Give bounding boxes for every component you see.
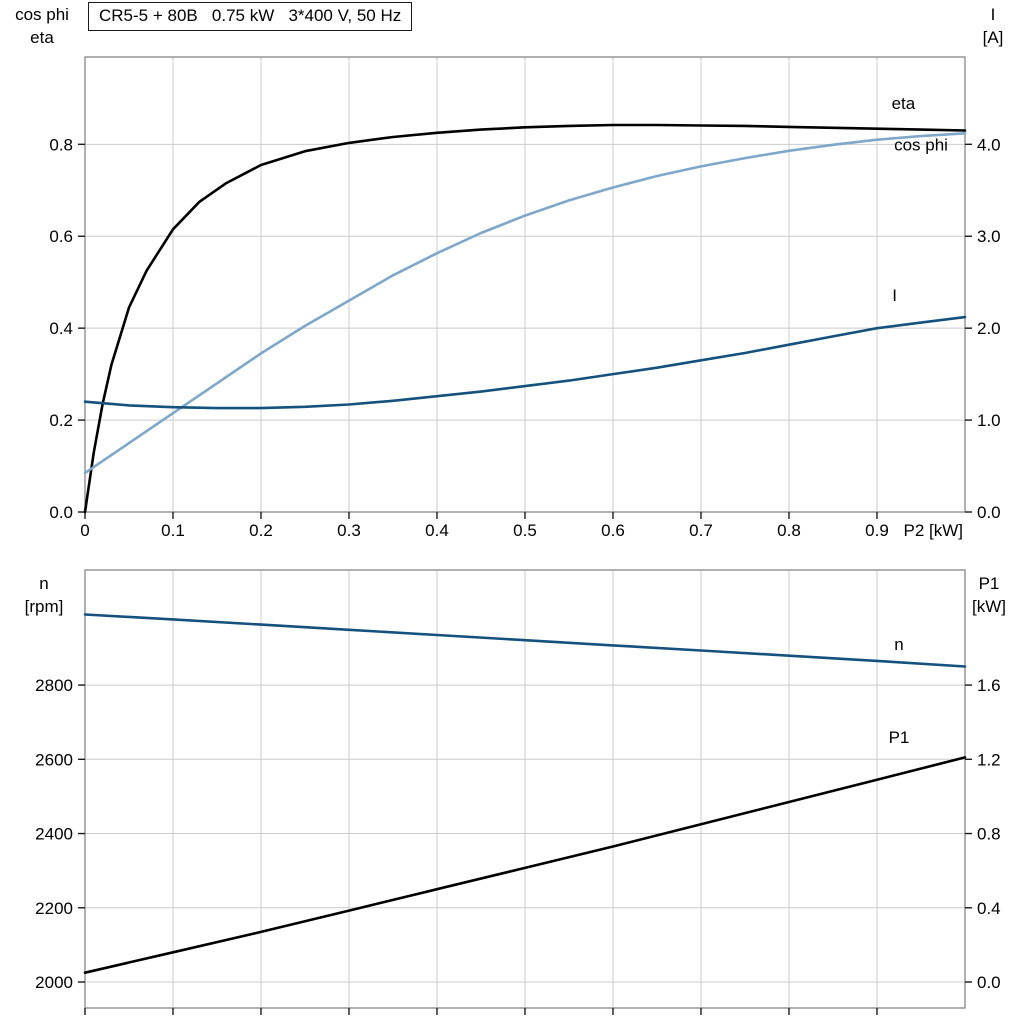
right-axis-title-line1: I: [990, 5, 996, 24]
right-axis-tick-label: 1.6: [977, 676, 1001, 695]
power-axis-title-line2: [kW]: [972, 597, 1006, 616]
left-axis-tick-label: 2800: [35, 676, 73, 695]
right-axis-tick-label: 0.8: [977, 825, 1001, 844]
right-axis-tick-label: 1.0: [977, 411, 1001, 430]
curve-n: [83, 613, 967, 668]
curve-I: [83, 315, 967, 410]
bottom-right-axis-title: P1 [kW]: [960, 572, 1018, 618]
x-axis-tick-label: 0.2: [249, 521, 273, 540]
left-axis-tick-label: 0.0: [49, 503, 73, 522]
power-axis-title-line1: P1: [978, 574, 1000, 593]
x-axis-tick-label: 0: [80, 521, 89, 540]
left-axis-tick-label: 0.6: [49, 227, 73, 246]
top-right-axis-title: I [A]: [970, 3, 1016, 49]
bottom-chart-canvas: 2000 2200 2400 2600 2800 0.0 0.4 0.8 1.2 1.6 n P1: [35, 569, 1001, 1015]
right-axis-tick-label: 0.4: [977, 899, 1001, 918]
right-axis-title-line2: [A]: [982, 28, 1004, 47]
left-axis-tick-label: 2000: [35, 973, 73, 992]
curve-label-cos-phi: cos phi: [894, 135, 948, 154]
curve-label-eta: eta: [892, 94, 916, 113]
bottom-chart-section: n [rpm] P1 [kW] 2000 2200 2400 2600 2800 0.0 0…: [0, 560, 1024, 1024]
right-axis-tick-label: 0.0: [977, 503, 1001, 522]
left-axis-tick-label: 0.4: [49, 319, 73, 338]
curve-P1: [83, 756, 967, 975]
left-axis-tick-label: 0.2: [49, 411, 73, 430]
x-axis-tick-label: 0.5: [513, 521, 537, 540]
left-axis-tick-label: 2400: [35, 825, 73, 844]
curve-label-n: n: [894, 635, 903, 654]
left-axis-title-line1: cos phi: [15, 5, 69, 24]
x-axis-tick-label: 0.4: [425, 521, 449, 540]
curve-cos-phi: [83, 132, 967, 475]
right-axis-tick-label: 2.0: [977, 319, 1001, 338]
curve-label-P1: P1: [889, 728, 910, 747]
left-axis-tick-label: 2600: [35, 750, 73, 769]
top-chart-canvas: 0.0 0.2 0.4 0.6 0.8 0.0 1.0 2.0 3.0 4.0 0 0.1 0.2 0.3…: [49, 56, 1001, 540]
left-axis-title-line2: eta: [30, 28, 54, 47]
curve-label-I: I: [892, 286, 897, 305]
right-axis-tick-label: 3.0: [977, 227, 1001, 246]
x-axis-tick-label: 0.3: [337, 521, 361, 540]
left-axis-tick-label: 0.8: [49, 135, 73, 154]
speed-axis-title-line2: [rpm]: [24, 597, 64, 616]
x-axis-tick-label: 0.8: [777, 521, 801, 540]
x-axis-tick-label: 0.7: [689, 521, 713, 540]
left-axis-tick-label: 2200: [35, 899, 73, 918]
chart-title-box: CR5-5 + 80B 0.75 kW 3*400 V, 50 Hz: [88, 2, 413, 31]
top-chart-section: cos phi eta CR5-5 + 80B 0.75 kW 3*400 V,…: [6, 2, 1016, 540]
x-axis-label: P2 [kW]: [903, 521, 963, 540]
curve-eta: [83, 123, 967, 514]
x-axis-tick-label: 0.6: [601, 521, 625, 540]
right-axis-tick-label: 0.0: [977, 973, 1001, 992]
right-axis-tick-label: 1.2: [977, 750, 1001, 769]
x-axis-tick-label: 0.1: [161, 521, 185, 540]
x-axis-tick-label: 0.9: [865, 521, 889, 540]
bottom-left-axis-title: n [rpm]: [4, 572, 84, 618]
top-left-axis-title: cos phi eta: [6, 3, 78, 49]
right-axis-tick-label: 4.0: [977, 135, 1001, 154]
speed-axis-title-line1: n: [39, 574, 49, 593]
